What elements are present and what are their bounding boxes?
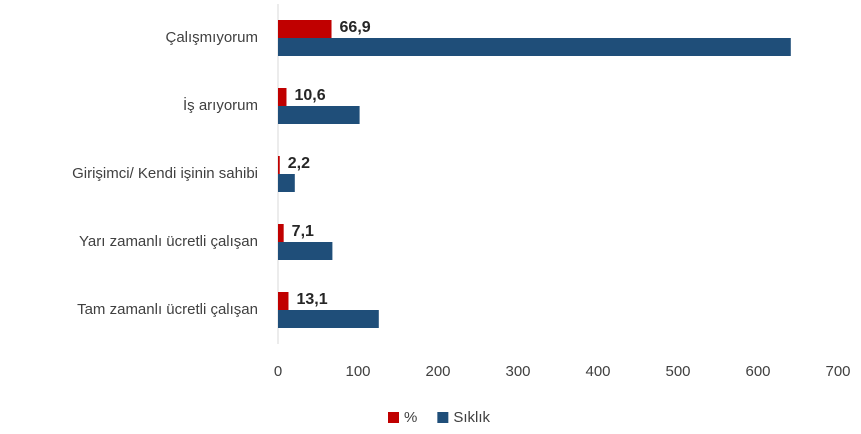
legend-label: Sıklık <box>453 409 490 426</box>
data-label: 2,2 <box>288 155 310 172</box>
data-label: 7,1 <box>292 223 314 240</box>
legend-swatch <box>388 412 399 423</box>
bar <box>278 106 360 124</box>
x-tick-label: 100 <box>345 363 370 380</box>
bar <box>278 88 287 106</box>
x-tick-label: 200 <box>425 363 450 380</box>
x-tick-label: 500 <box>665 363 690 380</box>
x-tick-label: 400 <box>585 363 610 380</box>
bar <box>278 310 379 328</box>
y-tick-label: Girişimci/ Kendi işinin sahibi <box>72 165 258 182</box>
y-tick-label: İş arıyorum <box>183 96 258 114</box>
bar <box>278 174 295 192</box>
data-label: 66,9 <box>340 19 371 36</box>
bar <box>278 38 791 56</box>
bar <box>278 242 333 260</box>
x-tick-label: 600 <box>745 363 770 380</box>
y-tick-label: Yarı zamanlı ücretli çalışan <box>79 233 258 250</box>
y-tick-label: Çalışmıyorum <box>165 29 258 46</box>
bar <box>278 20 332 38</box>
bar <box>278 292 289 310</box>
data-label: 10,6 <box>294 87 325 104</box>
y-tick-label: Tam zamanlı ücretli çalışan <box>77 301 258 318</box>
legend-swatch <box>437 412 449 423</box>
data-label: 13,1 <box>296 291 327 308</box>
legend-label: % <box>404 409 417 426</box>
x-tick-label: 300 <box>505 363 530 380</box>
x-tick-label: 700 <box>825 363 850 380</box>
x-tick-label: 0 <box>274 363 282 380</box>
bar <box>278 156 280 174</box>
bar <box>278 224 284 242</box>
